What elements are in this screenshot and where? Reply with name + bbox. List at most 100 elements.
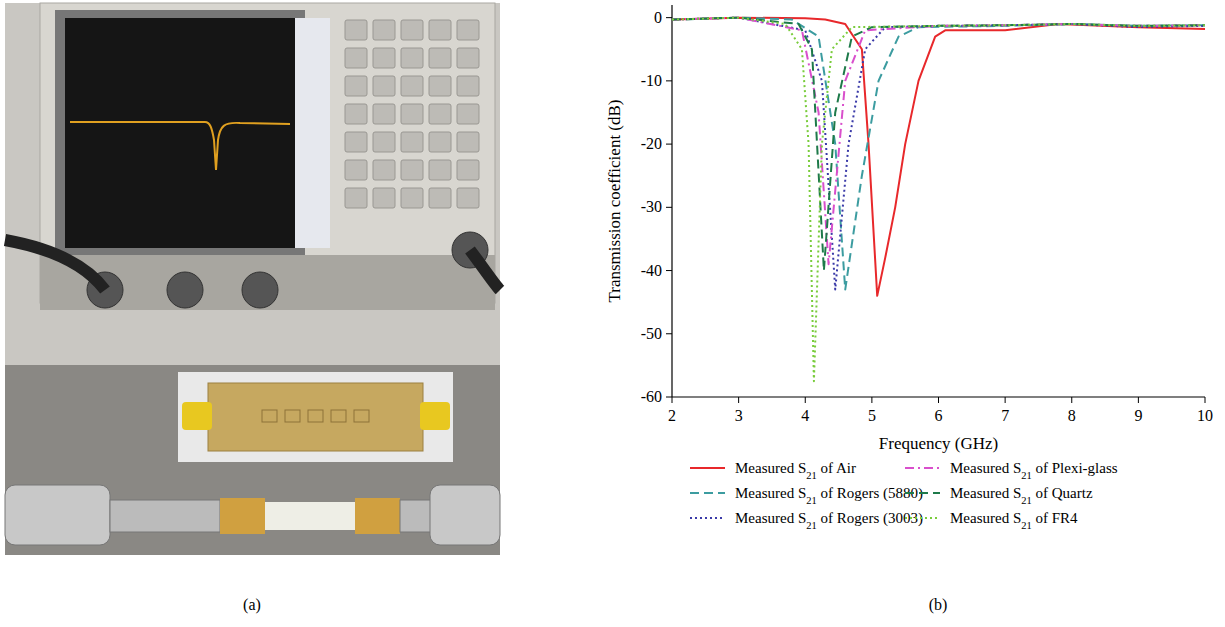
y-tick	[666, 80, 672, 81]
x-tick-label: 3	[735, 407, 743, 424]
screen-bezel	[55, 10, 305, 260]
y-tick-label: -20	[641, 135, 662, 152]
softkeys	[295, 18, 330, 248]
key	[345, 132, 367, 152]
resonator	[308, 410, 323, 422]
y-tick-label: -50	[641, 325, 662, 342]
x-tick	[871, 397, 872, 403]
axes: 2345678910-60-50-40-30-20-100Frequency (…	[605, 5, 1213, 453]
x-tick-label: 4	[801, 407, 809, 424]
photo-panel	[5, 3, 500, 555]
cable	[470, 250, 500, 290]
key	[345, 188, 367, 208]
figure: 2345678910-60-50-40-30-20-100Frequency (…	[0, 0, 1225, 627]
resonator	[331, 410, 346, 422]
key	[345, 76, 367, 96]
legend-swatch	[905, 467, 940, 469]
y-tick	[666, 17, 672, 18]
legend-swatch	[690, 467, 725, 469]
y-axis-title: Transmission coefficient (dB)	[605, 99, 624, 302]
substrate	[265, 502, 355, 530]
x-tick	[672, 397, 673, 403]
y-tick-label: -10	[641, 72, 662, 89]
key	[345, 160, 367, 180]
series-line	[672, 18, 1205, 296]
photo-background	[5, 3, 500, 555]
legend-swatch	[690, 492, 725, 494]
y-tick	[666, 397, 672, 398]
y-tick	[666, 207, 672, 208]
series-line	[672, 18, 1205, 290]
panel-label: (a)	[243, 596, 261, 614]
key	[401, 76, 423, 96]
screen-trace	[70, 122, 290, 170]
key	[401, 104, 423, 124]
port	[167, 272, 203, 308]
panel-label: (b)	[929, 596, 948, 614]
x-tick-label: 8	[1068, 407, 1076, 424]
key	[373, 48, 395, 68]
key	[457, 188, 479, 208]
x-tick-label: 10	[1197, 407, 1213, 424]
key	[457, 76, 479, 96]
key	[429, 20, 451, 40]
y-tick	[666, 333, 672, 334]
x-tick	[805, 397, 806, 403]
y-tick-label: -60	[641, 388, 662, 405]
x-tick-label: 5	[868, 407, 876, 424]
key	[373, 132, 395, 152]
key	[429, 160, 451, 180]
key	[373, 188, 395, 208]
key	[373, 76, 395, 96]
key	[401, 20, 423, 40]
key	[345, 104, 367, 124]
key	[373, 104, 395, 124]
x-tick-label: 6	[935, 407, 943, 424]
legend-label: Measured S21 of FR4	[950, 510, 1078, 531]
x-tick-label: 9	[1134, 407, 1142, 424]
legend-swatch	[905, 517, 940, 519]
resonator	[285, 410, 300, 422]
legend-label: Measured S21 of Rogers (5880)	[735, 485, 923, 506]
series-line	[672, 18, 1205, 265]
key	[429, 132, 451, 152]
legend-label: Measured S21 of Rogers (3003)	[735, 510, 923, 531]
key	[429, 188, 451, 208]
key	[401, 132, 423, 152]
key	[457, 104, 479, 124]
key	[345, 48, 367, 68]
key	[345, 20, 367, 40]
y-tick-label: 0	[654, 9, 662, 26]
y-tick	[666, 144, 672, 145]
key	[457, 160, 479, 180]
connector	[420, 402, 450, 430]
x-tick	[1205, 397, 1206, 403]
legend: Measured S21 of Air Measured S21 of Roger…	[690, 460, 1118, 531]
key	[373, 160, 395, 180]
port	[242, 272, 278, 308]
key	[429, 76, 451, 96]
x-tick-label: 7	[1001, 407, 1009, 424]
x-tick	[1005, 397, 1006, 403]
x-tick-label: 2	[668, 407, 676, 424]
legend-label: Measured S21 of Quartz	[950, 485, 1093, 506]
x-tick	[738, 397, 739, 403]
x-tick	[1071, 397, 1072, 403]
adapter	[5, 485, 110, 545]
x-tick	[938, 397, 939, 403]
y-tick	[666, 270, 672, 271]
key	[429, 104, 451, 124]
legend-label: Measured S21 of Plexi-glass	[950, 460, 1118, 481]
front-panel	[40, 255, 495, 310]
y-tick-label: -30	[641, 198, 662, 215]
legend-swatch	[690, 517, 725, 519]
x-tick	[1138, 397, 1139, 403]
board	[208, 383, 423, 451]
key	[457, 48, 479, 68]
legend-label: Measured S21 of Air	[735, 460, 856, 481]
key	[457, 132, 479, 152]
y-axis	[671, 5, 672, 397]
launcher	[220, 498, 265, 534]
inset-frame	[178, 372, 453, 462]
adapter	[110, 500, 220, 532]
